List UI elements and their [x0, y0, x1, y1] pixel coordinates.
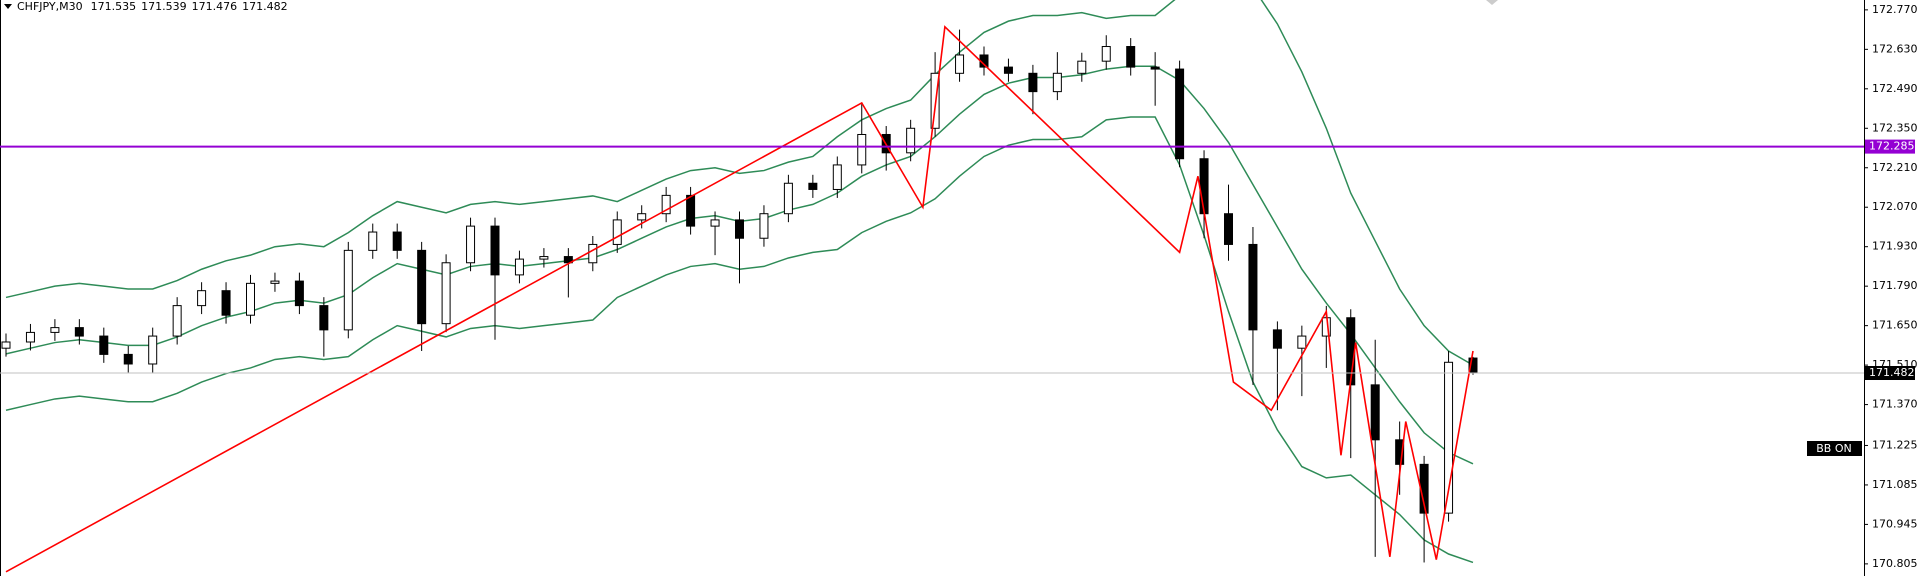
level-label: 172.285	[1869, 140, 1915, 153]
candle-body	[246, 282, 255, 316]
candle-body	[343, 249, 353, 331]
candle-body	[221, 290, 231, 316]
badge-box	[1807, 441, 1862, 456]
candle-body	[783, 182, 793, 215]
y-tick-label: 171.085	[1872, 478, 1917, 491]
ohlc-low: 171.476	[192, 0, 238, 13]
candle-body	[490, 225, 500, 276]
candle-body	[148, 335, 158, 365]
menu-triangle	[4, 4, 12, 9]
current-price-box	[1865, 366, 1915, 381]
y-tick-label: 171.225	[1872, 438, 1917, 451]
candle-body	[1077, 60, 1087, 74]
candle-body	[417, 249, 427, 325]
candle-body	[74, 327, 84, 337]
badge-label: BB ON	[1816, 442, 1851, 455]
candle-body	[1052, 72, 1062, 93]
candle-body	[392, 231, 402, 251]
candle-body	[955, 54, 965, 74]
y-tick-label: 172.770	[1872, 3, 1917, 16]
candle-body	[1126, 46, 1136, 68]
scroll-marker	[1486, 0, 1498, 5]
candle-body	[1150, 66, 1160, 70]
candle-body	[197, 290, 207, 307]
candle-body	[172, 305, 182, 337]
candle-body	[906, 127, 916, 154]
candle-body	[1028, 72, 1038, 93]
candle-body	[466, 225, 476, 264]
y-tick-label: 172.070	[1872, 200, 1917, 213]
candle-body	[1101, 46, 1111, 62]
y-tick-label: 171.930	[1872, 240, 1917, 253]
y-tick-label: 172.210	[1872, 161, 1917, 174]
candle-body	[832, 164, 842, 190]
y-tick-label: 170.805	[1872, 557, 1917, 570]
bollinger-upper	[5, 0, 1474, 366]
candle-body	[294, 280, 304, 307]
ohlc-close: 171.482	[242, 0, 288, 13]
y-tick-label: 171.650	[1872, 319, 1917, 332]
candle-body	[441, 262, 451, 325]
symbol: CHFJPY,M30	[17, 0, 83, 13]
y-tick-label: 172.350	[1872, 121, 1917, 134]
candle-body	[612, 219, 622, 245]
y-tick-label: 170.945	[1872, 517, 1917, 530]
ohlc-high: 171.539	[141, 0, 187, 13]
y-tick-label: 172.630	[1872, 42, 1917, 55]
candle-body	[1175, 68, 1185, 160]
chart-title: CHFJPY,M30 171.535 171.539 171.476 171.482	[17, 0, 288, 13]
candle-body	[686, 194, 696, 227]
candle-body	[25, 331, 35, 343]
plot-area	[1, 0, 1478, 573]
level-label-box	[1865, 139, 1915, 154]
candle-body	[514, 258, 524, 276]
candle-body	[1444, 361, 1454, 514]
candle-body	[50, 327, 60, 333]
candle-body	[1248, 243, 1258, 331]
candle-body	[588, 243, 598, 264]
candle-body	[1224, 213, 1233, 245]
candle-body	[808, 182, 818, 190]
candle-body	[539, 256, 549, 260]
candle-body	[1199, 158, 1209, 215]
candle-body	[1395, 439, 1405, 465]
candle-body	[99, 335, 109, 355]
candle-body	[857, 133, 867, 166]
candle-body	[319, 305, 329, 331]
current-price-label: 171.482	[1869, 366, 1915, 379]
candle-body	[1272, 329, 1282, 349]
candle-body	[735, 219, 744, 239]
candle-body	[710, 219, 720, 227]
y-tick-label: 172.490	[1872, 82, 1917, 95]
y-tick-label: 171.370	[1872, 398, 1917, 411]
candle-body	[637, 213, 647, 221]
candle-body	[368, 231, 378, 251]
y-tick-label: 171.790	[1872, 279, 1917, 292]
candle-body	[1, 341, 11, 349]
candle-body	[759, 213, 769, 239]
candle-body	[661, 194, 671, 215]
candle-body	[1370, 384, 1380, 441]
ohlc-open: 171.535	[91, 0, 137, 13]
candle-body	[1003, 66, 1013, 74]
candle-body	[123, 353, 133, 365]
candle-body	[1297, 335, 1307, 349]
candle-body	[270, 280, 280, 284]
